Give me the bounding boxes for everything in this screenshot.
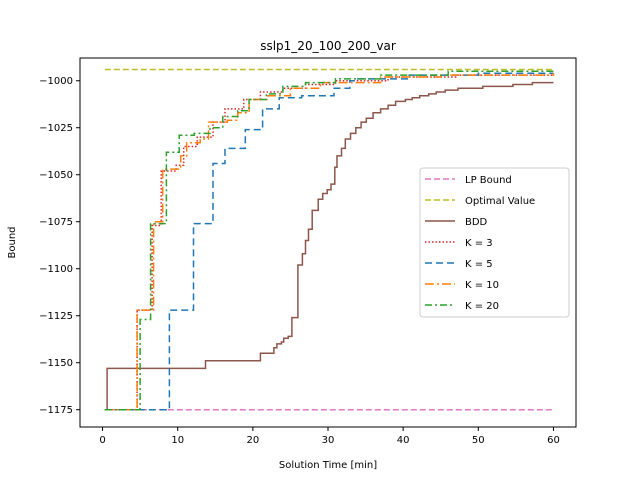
x-tick-label: 20 — [246, 435, 259, 446]
x-tick-label: 60 — [547, 435, 560, 446]
x-tick-label: 30 — [322, 435, 335, 446]
y-tick-label: −1100 — [39, 264, 73, 275]
x-tick-label: 50 — [472, 435, 485, 446]
legend-label-k-20: K = 20 — [465, 301, 499, 312]
y-tick-label: −1175 — [39, 405, 73, 416]
legend-label-k-5: K = 5 — [465, 259, 493, 270]
chart-title: sslp1_20_100_200_var — [260, 39, 396, 53]
legend-label-bdd: BDD — [465, 217, 488, 228]
y-tick-label: −1150 — [39, 358, 73, 369]
y-tick-label: −1075 — [39, 217, 73, 228]
legend-label-optimal-value: Optimal Value — [465, 196, 535, 207]
x-tick-label: 0 — [99, 435, 105, 446]
legend-box — [419, 167, 570, 318]
series-line-k-10 — [104, 73, 555, 411]
ticks-layer: 0 10 20 30 40 50 60 −1175 −1150 −1125 −1100 −1075 −1… — [39, 76, 560, 446]
y-axis-label: Bound — [7, 226, 18, 258]
x-tick-label: 10 — [171, 435, 184, 446]
legend-label-k-3: K = 3 — [465, 238, 493, 249]
y-tick-label: −1050 — [39, 170, 73, 181]
legend-label-lp-bound: LP Bound — [465, 175, 512, 186]
series-line-k-3 — [104, 74, 554, 411]
series-line-bdd — [104, 81, 554, 411]
x-axis-label: Solution Time [min] — [279, 460, 377, 471]
series-layer — [104, 68, 555, 411]
series-line-k-5 — [104, 72, 554, 411]
legend-label-k-10: K = 10 — [465, 280, 499, 291]
y-tick-label: −1125 — [39, 311, 73, 322]
y-tick-label: −1025 — [39, 123, 73, 134]
x-tick-label: 40 — [397, 435, 410, 446]
y-tick-label: −1000 — [39, 76, 73, 87]
plot-frame — [79, 57, 577, 428]
legend: LP Bound Optimal Value BDD K = 3 K = 5 K = 10… — [419, 167, 570, 318]
series-line-k-20 — [104, 70, 554, 411]
